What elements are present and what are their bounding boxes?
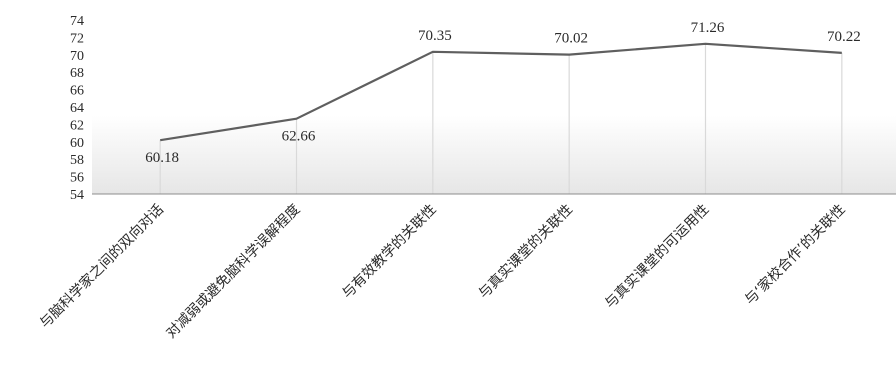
- y-tick-label: 74: [70, 14, 84, 29]
- drop-lines: [159, 43, 843, 194]
- y-tick-label: 54: [70, 188, 84, 203]
- data-label: 71.26: [691, 20, 725, 36]
- y-tick-label: 56: [70, 171, 84, 186]
- data-label: 60.18: [145, 150, 179, 166]
- x-category-label: 与‘家校合作’的关联性: [741, 201, 848, 308]
- data-label: 70.02: [554, 31, 588, 47]
- x-category-label: 与真实课堂的可运用性: [602, 202, 712, 312]
- y-tick-label: 70: [70, 49, 84, 64]
- y-tick-label: 58: [70, 153, 84, 168]
- data-labels: 60.18 62.66 70.35 70.02 71.26 70.22: [145, 20, 860, 166]
- data-label: 62.66: [282, 129, 316, 145]
- y-tick-label: 72: [70, 31, 84, 46]
- series-line: [160, 42, 842, 142]
- y-tick-label: 68: [70, 66, 84, 81]
- y-tick-label: 64: [70, 101, 84, 116]
- data-label: 70.22: [827, 29, 861, 45]
- y-tick-label: 66: [70, 84, 84, 99]
- data-label: 70.35: [418, 28, 452, 44]
- plot-background-band: [92, 115, 896, 194]
- x-category-label: 与脑科学家之间的双向对话: [36, 201, 167, 332]
- y-axis-ticks: 54 56 58 60 62 64 66 68 70 72 74: [70, 14, 84, 203]
- x-category-label: 与有效教学的关联性: [339, 202, 439, 302]
- y-tick-label: 60: [70, 136, 84, 151]
- y-tick-label: 62: [70, 118, 84, 133]
- x-category-label: 对减弱或避免脑科学误解程度: [163, 202, 303, 342]
- x-category-label: 与真实课堂的关联性: [476, 202, 576, 302]
